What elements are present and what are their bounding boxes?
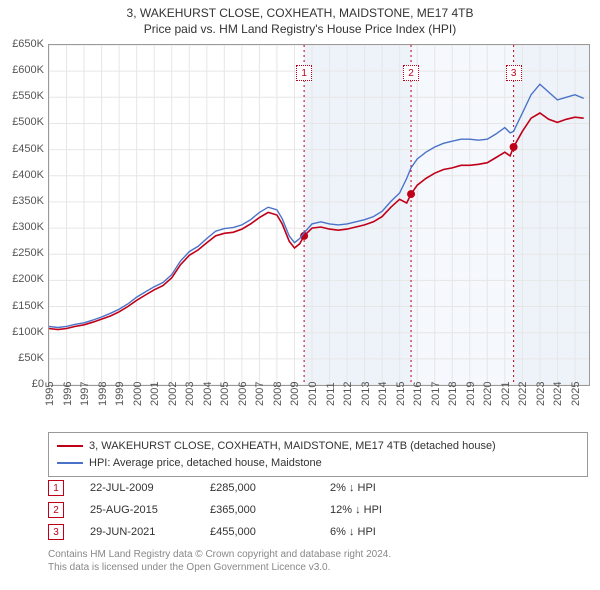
y-tick-label: £50K [18,352,44,364]
y-tick-label: £500K [12,116,44,128]
attribution: Contains HM Land Registry data © Crown c… [48,548,588,574]
x-tick-label: 1997 [79,382,91,406]
x-tick-label: 1995 [44,382,56,406]
title-line-2: Price paid vs. HM Land Registry's House … [0,22,600,38]
y-tick-label: £200K [12,273,44,285]
event-marker-2: 2 [403,65,419,81]
marker-pct: 6% ↓ HPI [330,526,450,538]
marker-number: 3 [48,524,64,540]
x-tick-label: 2006 [237,382,249,406]
marker-date: 25-AUG-2015 [90,504,210,516]
y-tick-label: £0 [32,378,44,390]
marker-row: 2 25-AUG-2015£365,00012% ↓ HPI [48,499,588,521]
x-tick-label: 2003 [184,382,196,406]
x-tick-label: 2021 [500,382,512,406]
x-tick-label: 1996 [62,382,74,406]
x-tick-label: 2019 [465,382,477,406]
marker-pct: 2% ↓ HPI [330,482,450,494]
legend-label: 3, WAKEHURST CLOSE, COXHEATH, MAIDSTONE,… [89,438,496,455]
marker-price: £455,000 [210,526,330,538]
x-tick-label: 2016 [412,382,424,406]
marker-price: £365,000 [210,504,330,516]
attribution-line-2: This data is licensed under the Open Gov… [48,561,588,574]
marker-number: 2 [48,502,64,518]
y-tick-label: £350K [12,195,44,207]
legend-label: HPI: Average price, detached house, Maid… [89,455,322,472]
attribution-line-1: Contains HM Land Registry data © Crown c… [48,548,588,561]
x-tick-label: 2018 [447,382,459,406]
y-tick-label: £150K [12,300,44,312]
chart-title: 3, WAKEHURST CLOSE, COXHEATH, MAIDSTONE,… [0,0,600,37]
y-axis-labels: £0£50K£100K£150K£200K£250K£300K£350K£400… [0,44,48,384]
x-tick-label: 2009 [289,382,301,406]
x-tick-label: 2020 [482,382,494,406]
y-tick-label: £250K [12,247,44,259]
legend: 3, WAKEHURST CLOSE, COXHEATH, MAIDSTONE,… [48,432,588,477]
marker-date: 29-JUN-2021 [90,526,210,538]
x-tick-label: 2023 [535,382,547,406]
x-tick-label: 2012 [342,382,354,406]
title-line-1: 3, WAKEHURST CLOSE, COXHEATH, MAIDSTONE,… [0,6,600,22]
x-tick-label: 2005 [219,382,231,406]
x-tick-label: 2004 [202,382,214,406]
x-tick-label: 2007 [254,382,266,406]
marker-row: 3 29-JUN-2021£455,0006% ↓ HPI [48,521,588,543]
x-tick-label: 2010 [307,382,319,406]
x-tick-label: 2008 [272,382,284,406]
y-tick-label: £650K [12,38,44,50]
y-tick-label: £300K [12,221,44,233]
legend-row: 3, WAKEHURST CLOSE, COXHEATH, MAIDSTONE,… [57,438,579,455]
markers-table: 1 22-JUL-2009£285,0002% ↓ HPI 2 25-AUG-2015… [48,477,588,543]
chart-svg [49,45,589,385]
y-tick-label: £100K [12,326,44,338]
marker-date: 22-JUL-2009 [90,482,210,494]
x-axis-labels: 1995199619971998199920002001200220032004… [48,386,588,426]
x-tick-label: 2022 [517,382,529,406]
x-tick-label: 2014 [377,382,389,406]
x-tick-label: 2025 [570,382,582,406]
x-tick-label: 2024 [552,382,564,406]
x-tick-label: 1999 [114,382,126,406]
marker-number: 1 [48,480,64,496]
x-tick-label: 2002 [167,382,179,406]
x-tick-label: 2001 [149,382,161,406]
x-tick-label: 1998 [97,382,109,406]
marker-row: 1 22-JUL-2009£285,0002% ↓ HPI [48,477,588,499]
event-marker-3: 3 [506,65,522,81]
legend-swatch [57,462,83,464]
legend-swatch [57,445,83,447]
event-marker-1: 1 [296,65,312,81]
legend-row: HPI: Average price, detached house, Maid… [57,455,579,472]
x-tick-label: 2011 [325,382,337,406]
x-tick-label: 2017 [430,382,442,406]
x-tick-label: 2013 [360,382,372,406]
x-tick-label: 2015 [395,382,407,406]
y-tick-label: £450K [12,143,44,155]
chart-area: 1 2 3 [48,44,590,386]
marker-pct: 12% ↓ HPI [330,504,450,516]
y-tick-label: £550K [12,90,44,102]
y-tick-label: £600K [12,64,44,76]
y-tick-label: £400K [12,169,44,181]
x-tick-label: 2000 [132,382,144,406]
marker-price: £285,000 [210,482,330,494]
